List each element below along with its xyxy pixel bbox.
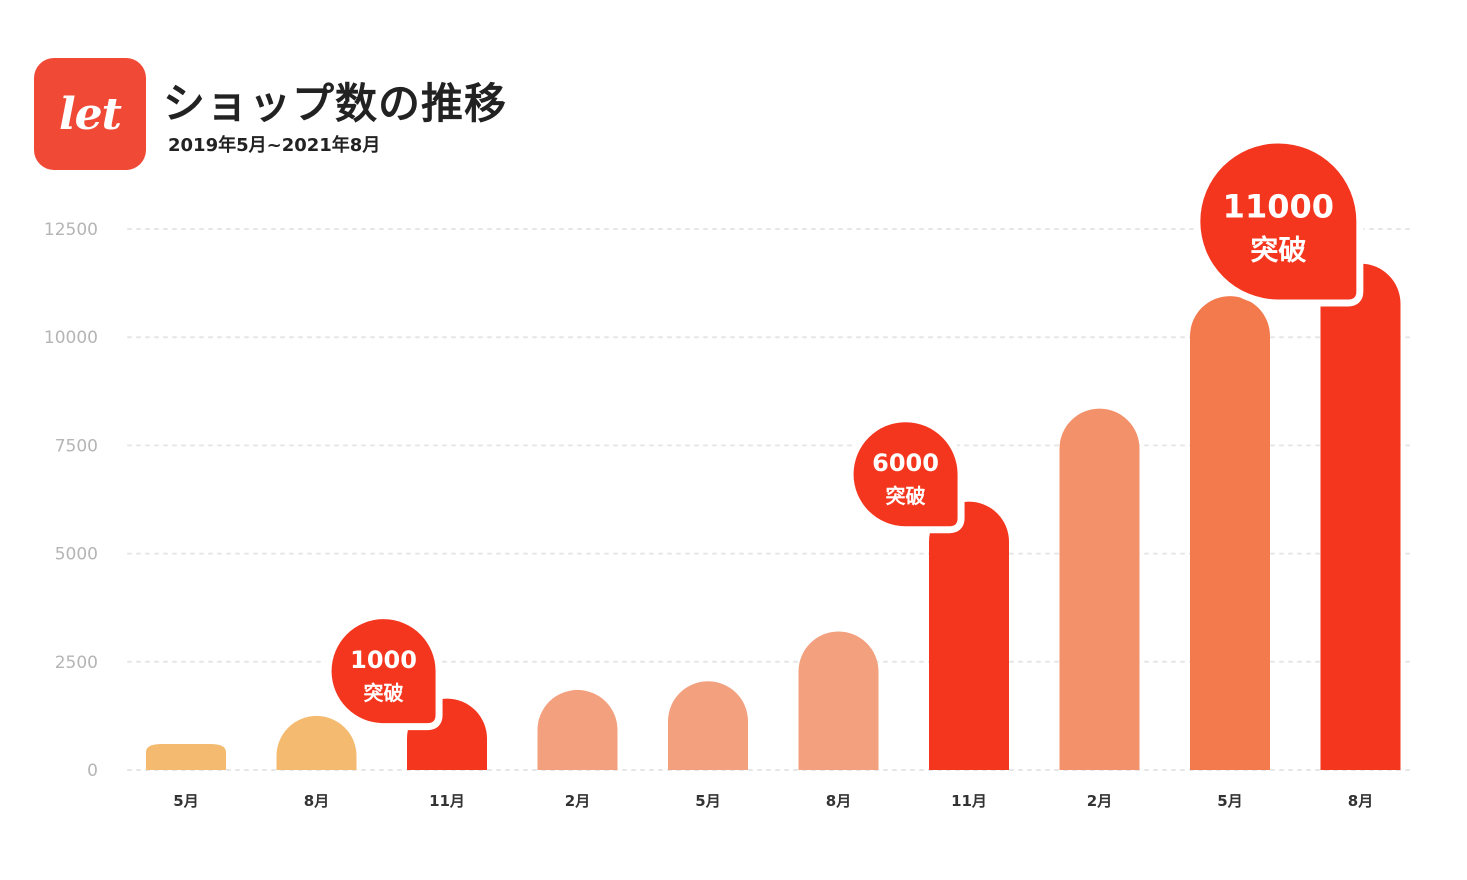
y-tick-label: 10000 [44, 328, 98, 348]
annotation-label: 突破 [886, 484, 926, 508]
annotation-bubble [853, 422, 958, 527]
x-tick-label: 11月 [951, 792, 987, 810]
bar [276, 715, 357, 770]
annotation-value: 1000 [350, 646, 417, 674]
bar [1320, 263, 1401, 770]
chart-subtitle: 2019年5月~2021年8月 [168, 135, 381, 156]
x-tick-label: 5月 [173, 792, 198, 810]
x-tick-label: 8月 [304, 792, 329, 810]
annotation-bubble [1200, 143, 1357, 300]
annotation-value: 11000 [1223, 187, 1334, 225]
x-tick-label: 2月 [1087, 792, 1112, 810]
bar [668, 681, 748, 770]
annotation-bubble [331, 619, 436, 724]
bar [146, 744, 226, 770]
let-logo: let [34, 58, 146, 170]
logo-text: let [58, 88, 122, 140]
annotation-value: 6000 [872, 449, 939, 477]
x-tick-label: 2月 [565, 792, 590, 810]
bar [537, 689, 618, 770]
x-tick-label: 5月 [695, 792, 720, 810]
chart-title: ショップ数の推移 [163, 79, 508, 128]
y-tick-label: 5000 [55, 545, 98, 565]
bar [798, 631, 879, 770]
annotation-label: 突破 [1250, 233, 1306, 266]
bar [929, 501, 1009, 770]
x-tick-label: 5月 [1217, 792, 1242, 810]
bar [1059, 408, 1140, 770]
x-tick-label: 8月 [1348, 792, 1373, 810]
annotation-label: 突破 [364, 681, 404, 705]
x-tick-label: 11月 [429, 792, 465, 810]
x-tick-label: 8月 [826, 792, 851, 810]
y-tick-label: 7500 [55, 436, 98, 456]
y-tick-label: 2500 [55, 653, 98, 673]
y-tick-label: 0 [87, 761, 98, 781]
y-tick-label: 12500 [44, 220, 98, 240]
bar [1190, 296, 1270, 770]
